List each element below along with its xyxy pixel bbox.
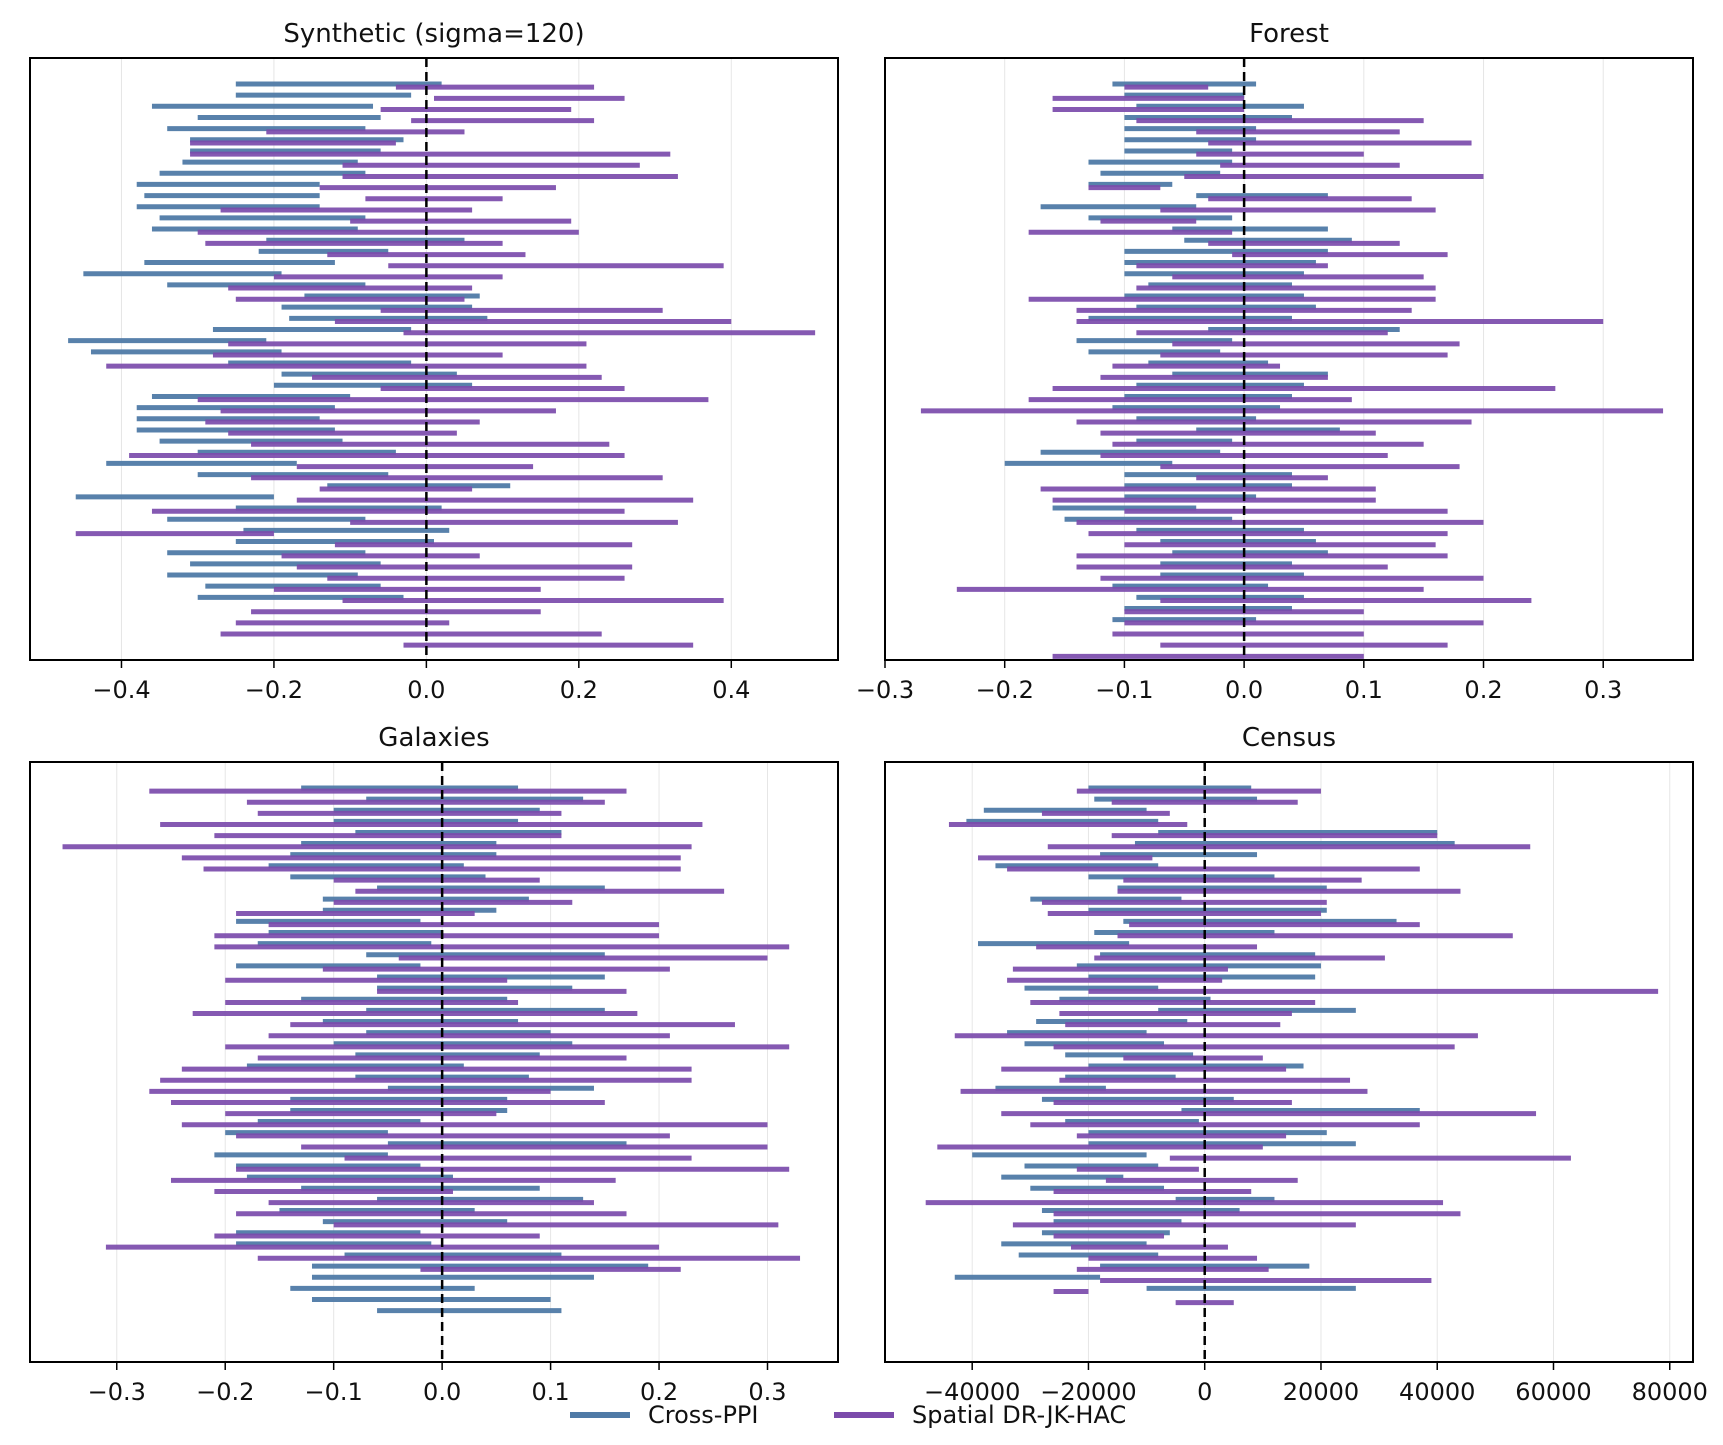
x-tick-label: −0.4 — [92, 676, 150, 704]
panel-2: −0.3 −0.2 −0.1 0.0 0.1 0.2 0.3 Forest — [856, 19, 1694, 704]
plot-frame — [29, 57, 839, 661]
x-tick-label: 0.0 — [423, 1378, 461, 1406]
legend-label-spatial: Spatial DR-JK-HAC — [912, 1401, 1126, 1429]
legend-label-cross-ppi: Cross-PPI — [648, 1401, 758, 1429]
panel-3: −0.3 −0.2 −0.1 0.0 0.1 0.2 0.3 Galaxies — [29, 723, 839, 1406]
x-tick-label: 0.3 — [748, 1378, 786, 1406]
panel-title: Forest — [1249, 19, 1329, 49]
x-tick-label: −0.3 — [88, 1378, 146, 1406]
x-tick-label: −0.1 — [1095, 676, 1153, 704]
panel-1: −0.4 −0.2 0.0 0.2 0.4 Synthetic (sigma=120) — [29, 19, 839, 704]
x-tick-label: −0.3 — [856, 676, 914, 704]
plot-frame — [884, 761, 1694, 1363]
panel-4: −40000 −20000 0 20000 40000 60000 80000 Census — [884, 723, 1708, 1406]
x-tick-label: −40000 — [924, 1378, 1020, 1406]
x-tick-label: 60000 — [1515, 1378, 1591, 1406]
plot-frame — [29, 761, 839, 1363]
panel-title: Galaxies — [378, 723, 489, 753]
x-tick-label: −0.2 — [196, 1378, 254, 1406]
x-tick-label: 0.0 — [407, 676, 445, 704]
x-tick-label: −0.1 — [305, 1378, 363, 1406]
x-tick-label: −0.2 — [245, 676, 303, 704]
x-tick-label: 0.4 — [712, 676, 750, 704]
x-tick-label: 0.3 — [1584, 676, 1622, 704]
plot-frame — [884, 57, 1694, 661]
x-tick-label: −20000 — [1040, 1378, 1136, 1406]
x-tick-label: 0.1 — [1345, 676, 1383, 704]
panel-title: Census — [1242, 723, 1336, 753]
x-tick-label: 0.1 — [532, 1378, 570, 1406]
x-tick-label: 40000 — [1399, 1378, 1475, 1406]
legend: Cross-PPI Spatial DR-JK-HAC — [570, 1401, 1126, 1429]
x-tick-label: 20000 — [1283, 1378, 1359, 1406]
x-tick-label: 80000 — [1632, 1378, 1708, 1406]
x-tick-label: −0.2 — [976, 676, 1034, 704]
x-tick-label: 0.2 — [1464, 676, 1502, 704]
x-tick-label: 0.0 — [1225, 676, 1263, 704]
panel-title: Synthetic (sigma=120) — [283, 19, 584, 49]
x-tick-label: 0.2 — [560, 676, 598, 704]
x-tick-label: 0.2 — [640, 1378, 678, 1406]
x-tick-label: 0 — [1197, 1378, 1212, 1406]
